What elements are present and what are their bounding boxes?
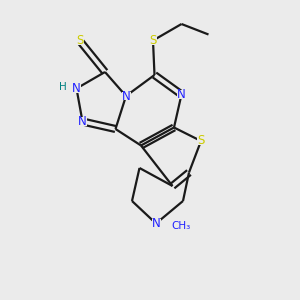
Text: S: S — [76, 34, 83, 47]
FancyBboxPatch shape — [72, 84, 81, 93]
Text: N: N — [152, 217, 160, 230]
FancyBboxPatch shape — [75, 36, 84, 45]
FancyBboxPatch shape — [196, 137, 206, 145]
Text: S: S — [149, 34, 157, 47]
FancyBboxPatch shape — [148, 36, 158, 45]
FancyBboxPatch shape — [177, 90, 186, 99]
Text: N: N — [78, 115, 87, 128]
FancyBboxPatch shape — [78, 117, 87, 126]
Text: CH₃: CH₃ — [171, 221, 190, 231]
Text: N: N — [72, 82, 81, 95]
FancyBboxPatch shape — [122, 92, 130, 100]
Text: H: H — [59, 82, 67, 92]
Text: S: S — [197, 134, 205, 148]
Text: N: N — [177, 88, 186, 101]
Text: N: N — [122, 89, 130, 103]
FancyBboxPatch shape — [76, 37, 83, 44]
FancyBboxPatch shape — [152, 219, 160, 228]
